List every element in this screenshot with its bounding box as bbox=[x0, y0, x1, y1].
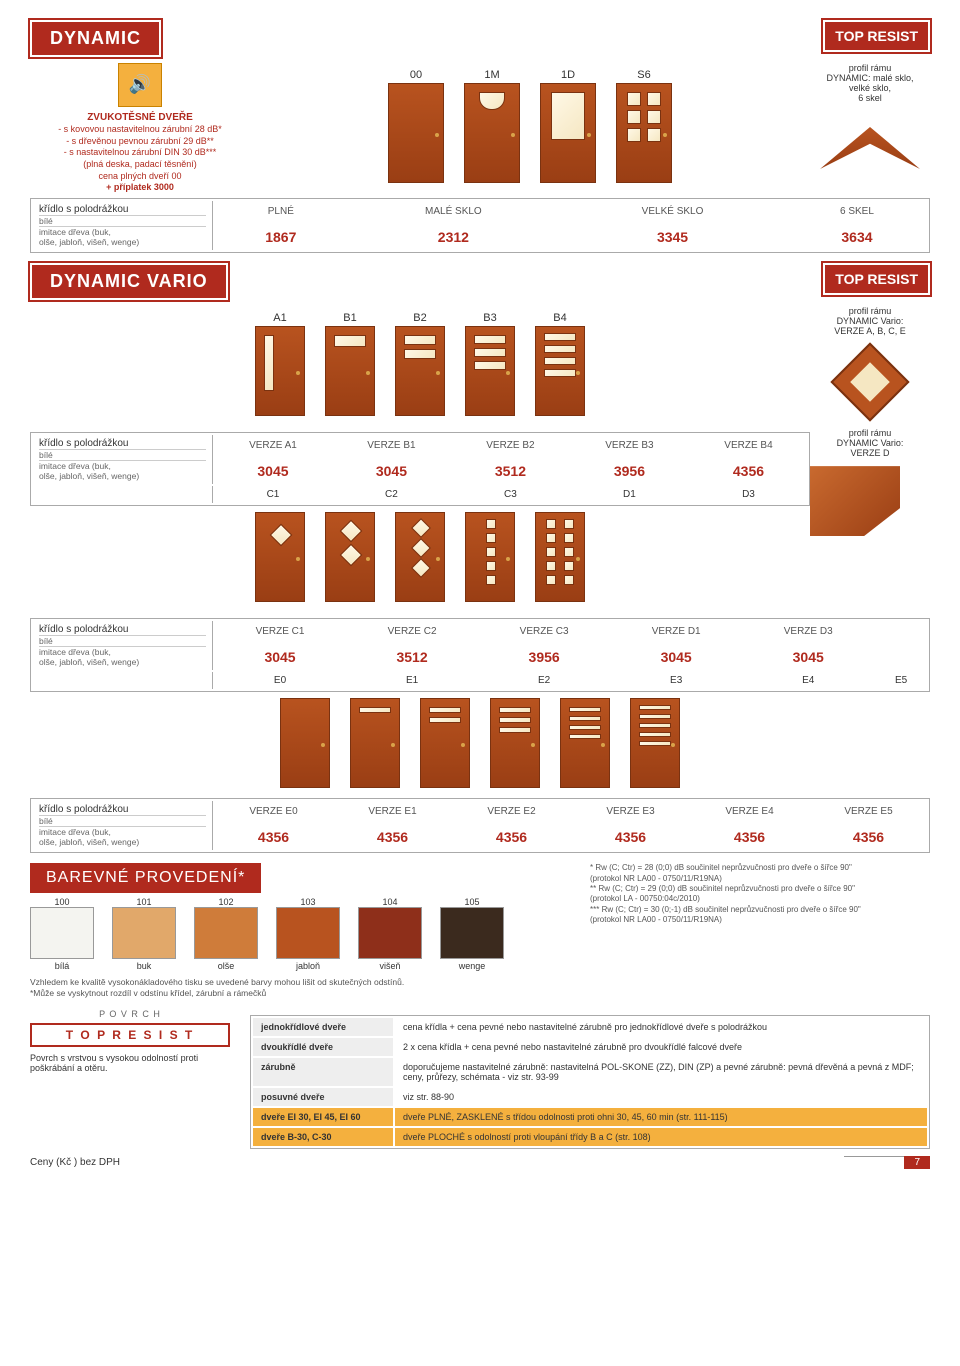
door-1d bbox=[540, 83, 596, 183]
frame-profile-3: profil rámu DYNAMIC Vario: VERZE D bbox=[810, 428, 930, 536]
door-b3 bbox=[465, 326, 515, 416]
color-swatch: 105 bbox=[440, 897, 504, 961]
color-swatches: 100 101 102 103 104 105 bbox=[30, 897, 504, 961]
price-table-dynamic: křídlo s polodrážkou bílé imitace dřeva … bbox=[30, 198, 930, 253]
color-swatch: 102 bbox=[194, 897, 258, 961]
door-00 bbox=[388, 83, 444, 183]
footer-info-table: jednokřídlové dveřecena křídla + cena pe… bbox=[250, 1015, 930, 1149]
door-a1 bbox=[255, 326, 305, 416]
door-s6 bbox=[616, 83, 672, 183]
top-resist-badge: TOP RESIST bbox=[823, 20, 930, 52]
door-c3 bbox=[395, 512, 445, 602]
color-swatch: 104 bbox=[358, 897, 422, 961]
door-b4 bbox=[535, 326, 585, 416]
price-table-vario-ab: křídlo s polodrážkou bílé imitace dřeva … bbox=[30, 432, 810, 506]
color-notes: Vzhledem ke kvalitě vysokonákladového ti… bbox=[30, 977, 930, 999]
door-e3 bbox=[490, 698, 540, 788]
color-swatch: 101 bbox=[112, 897, 176, 961]
price-table-vario-cd: křídlo s polodrážkou bílé imitace dřeva … bbox=[30, 618, 930, 692]
page-title: DYNAMIC bbox=[30, 20, 161, 57]
door-b1 bbox=[325, 326, 375, 416]
price-note: Ceny (Kč ) bez DPH bbox=[30, 1157, 120, 1168]
door-c2 bbox=[325, 512, 375, 602]
colors-title: BAREVNÉ PROVEDENÍ* bbox=[30, 863, 261, 893]
price-table-vario-e: křídlo s polodrážkou bílé imitace dřeva … bbox=[30, 798, 930, 853]
desc-title: ZVUKOTĚSNÉ DVEŘE bbox=[30, 111, 250, 124]
frame-profile-1: profil rámu DYNAMIC: malé sklo, velké sk… bbox=[810, 63, 930, 171]
surface-block: P O V R C H T O P R E S I S T Povrch s v… bbox=[30, 1009, 230, 1073]
door-d1 bbox=[465, 512, 515, 602]
door-e5 bbox=[630, 698, 680, 788]
color-swatch: 100 bbox=[30, 897, 94, 961]
door-e4 bbox=[560, 698, 610, 788]
color-swatch: 103 bbox=[276, 897, 340, 961]
sound-icon: 🔊 bbox=[118, 63, 162, 107]
page-number: 7 bbox=[844, 1157, 930, 1168]
vario-title: DYNAMIC VARIO bbox=[30, 263, 228, 300]
door-b2 bbox=[395, 326, 445, 416]
frame-profile-2: profil rámu DYNAMIC Vario: VERZE A, B, C… bbox=[810, 306, 930, 428]
door-e0 bbox=[280, 698, 330, 788]
door-1m bbox=[464, 83, 520, 183]
door-c1 bbox=[255, 512, 305, 602]
door-e1 bbox=[350, 698, 400, 788]
star-footnotes: * Rw (C; Ctr) = 28 (0;0) dB součinitel n… bbox=[590, 863, 930, 925]
door-e2 bbox=[420, 698, 470, 788]
sound-description: 🔊 ZVUKOTĚSNÉ DVEŘE - s kovovou nastavite… bbox=[30, 63, 250, 194]
vario-resist-badge: TOP RESIST bbox=[823, 263, 930, 295]
door-d3 bbox=[535, 512, 585, 602]
